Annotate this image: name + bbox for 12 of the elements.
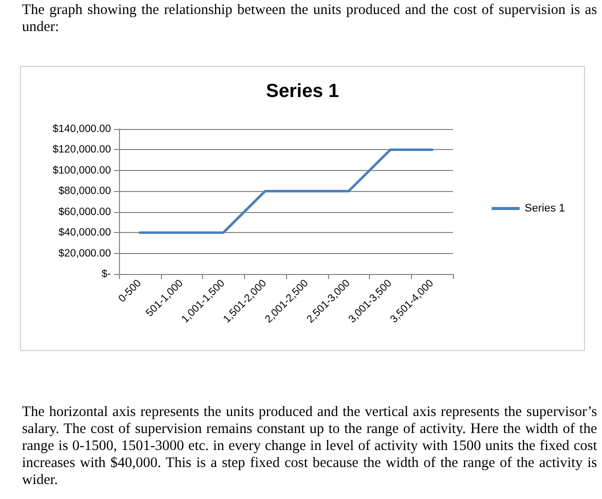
y-tick-label: $100,000.00 — [52, 164, 112, 176]
y-tick-label: $60,000.00 — [58, 206, 112, 218]
text: The graph showing the relationship between the units produced and the cost of supervision is as under: — [22, 2, 597, 36]
y-tick-label: $- — [102, 268, 112, 280]
legend-label: Series 1 — [524, 202, 566, 214]
y-tick-label: $140,000.00 — [52, 123, 112, 135]
text: The horizontal axis represents the units produced and the vertical axis represents the supervisor’s salary. The cost of supervision remains constant up to the range of activity. Here the width of the range is 0-1500, 1501-3000 etc. in every change in level of activity with 1500 units the fixed cost increases with $40,000. This is a step fixed cost because the width of the range of the activity is wider. — [22, 404, 597, 489]
y-tick-label: $80,000.00 — [58, 185, 112, 198]
y-tick-label: $40,000.00 — [58, 226, 112, 239]
y-tick-label: $120,000.00 — [52, 144, 112, 156]
y-tick-label: $20,000.00 — [58, 247, 112, 260]
chart-title: Series 1 — [266, 81, 340, 102]
